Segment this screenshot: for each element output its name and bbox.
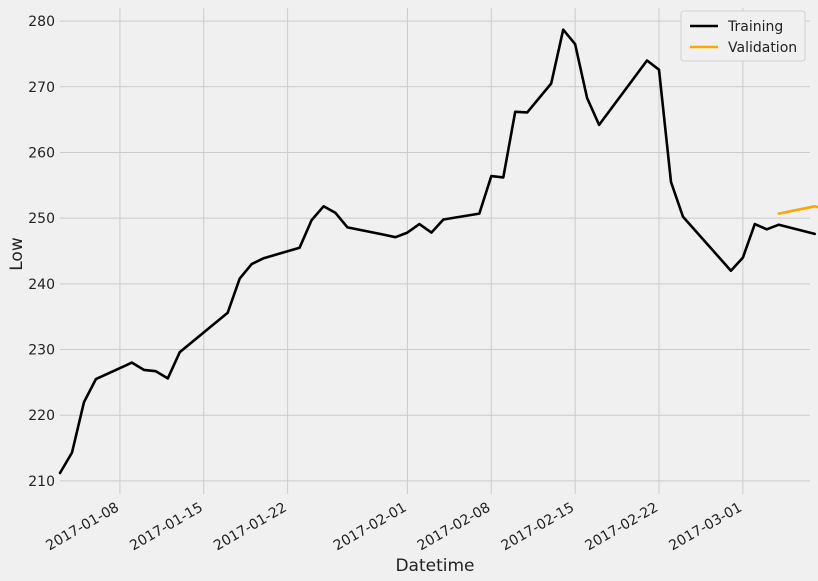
legend-label-training: Training — [727, 19, 783, 35]
y-tick-label: 250 — [28, 211, 55, 227]
y-tick-label: 230 — [28, 343, 55, 359]
y-tick-label: 210 — [28, 474, 55, 490]
x-axis-title: Datetime — [395, 556, 474, 576]
legend: Training Validation — [680, 10, 806, 62]
series-line-training — [58, 28, 817, 475]
y-tick-label: 270 — [28, 80, 55, 96]
y-tick-label: 260 — [28, 145, 55, 161]
y-tick-label: 280 — [28, 14, 55, 30]
series-lines — [58, 28, 818, 475]
y-tick-label: 240 — [28, 277, 55, 293]
series-line-validation — [777, 205, 818, 215]
legend-box — [680, 10, 806, 62]
y-tick-labels: 210 220 230 240 250 260 270 280 — [28, 14, 55, 490]
y-tick-label: 220 — [28, 408, 55, 424]
legend-label-validation: Validation — [728, 40, 797, 56]
y-axis-title: Low — [7, 237, 27, 271]
